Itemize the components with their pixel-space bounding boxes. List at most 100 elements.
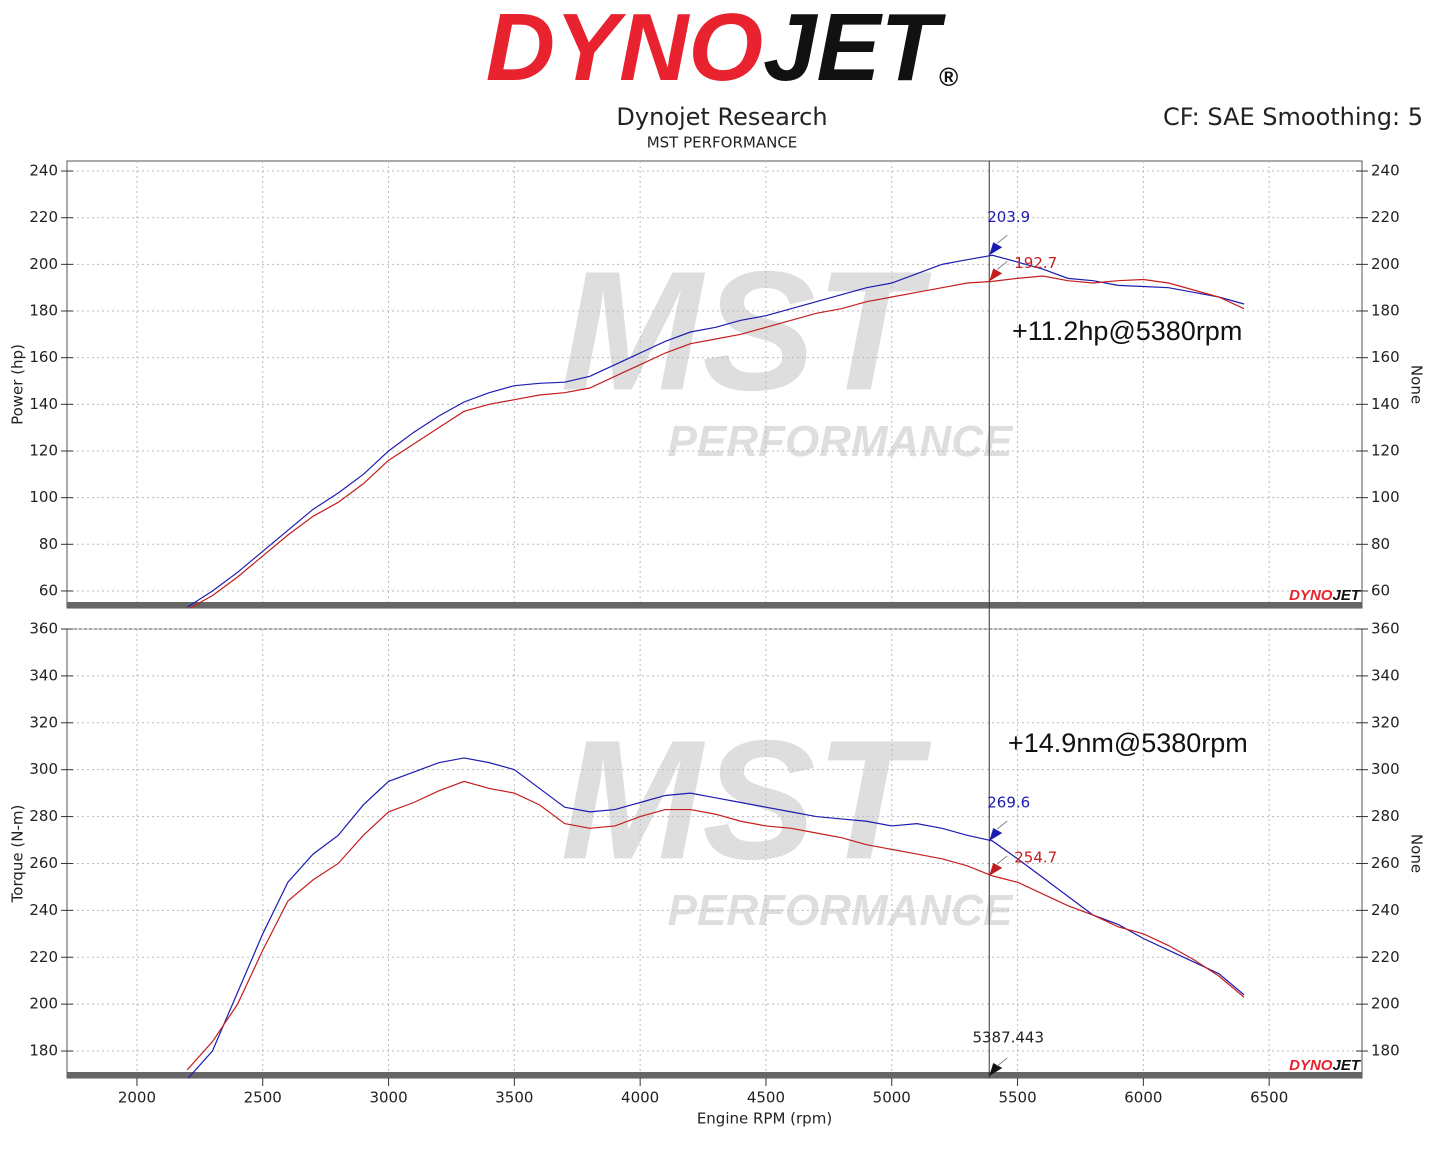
cursor-value-label: 254.7 <box>1014 848 1057 866</box>
series-line <box>186 780 1245 1071</box>
y-tick-label: 200 <box>29 255 58 273</box>
y-tick-label: 260 <box>29 854 58 872</box>
y2-tick-label: 140 <box>1371 395 1400 413</box>
y-tick-label: 160 <box>29 348 58 366</box>
series-line <box>188 275 1245 608</box>
y-tick-label: 240 <box>29 901 58 919</box>
settings: CF: SAE Smoothing: 5 <box>1163 103 1423 131</box>
axis-band <box>67 1072 1362 1078</box>
y2-axis-label: None <box>1408 834 1426 873</box>
y2-tick-label: 240 <box>1371 162 1400 180</box>
marker-leader <box>996 820 1008 830</box>
y-tick-label: 340 <box>29 666 58 684</box>
cursor-value-label: 192.7 <box>1014 254 1057 272</box>
mini-logo-black: JET <box>1332 587 1361 604</box>
y-tick-label: 300 <box>29 760 58 778</box>
plot-area <box>66 628 1363 1079</box>
logo-mark: ® <box>939 62 958 92</box>
x-tick-label: 2500 <box>244 1089 282 1107</box>
y2-tick-label: 280 <box>1371 807 1400 825</box>
y2-tick-label: 360 <box>1371 620 1400 638</box>
watermark-sub: PERFORMANCE <box>668 886 1014 935</box>
y2-tick-label: 100 <box>1371 488 1400 506</box>
cursor-label: 5387.443 <box>972 1029 1044 1047</box>
y-tick-label: 220 <box>29 208 58 226</box>
plot-area <box>66 160 1363 609</box>
cursor-value-label: 269.6 <box>987 793 1030 811</box>
mini-logo-red: DYNO <box>1289 587 1333 604</box>
mini-logo: DYNOJET <box>1289 587 1362 604</box>
y-tick-label: 180 <box>29 302 58 320</box>
y2-tick-label: 60 <box>1371 581 1390 599</box>
y-tick-label: 80 <box>39 535 58 553</box>
y2-tick-label: 220 <box>1371 948 1400 966</box>
y2-tick-label: 200 <box>1371 255 1400 273</box>
x-tick-label: 2000 <box>118 1089 156 1107</box>
cursor-value-label: 203.9 <box>987 208 1030 226</box>
y2-tick-label: 160 <box>1371 348 1400 366</box>
y-tick-label: 240 <box>29 162 58 180</box>
series-group <box>186 757 1245 1078</box>
logo-red: DYNO <box>486 0 763 101</box>
x-tick-label: 6500 <box>1250 1089 1288 1107</box>
chart-title: Dynojet Research <box>616 103 827 131</box>
cursor-marker <box>989 268 1003 282</box>
x-tick-label: 4500 <box>747 1089 785 1107</box>
x-tick-label: 3500 <box>495 1089 533 1107</box>
x-axis-label: Engine RPM (rpm) <box>697 1110 832 1128</box>
x-tick-label: 6000 <box>1124 1089 1162 1107</box>
y2-tick-label: 180 <box>1371 1042 1400 1060</box>
series-group <box>186 254 1245 608</box>
y-axis-label: Power (hp) <box>9 344 27 425</box>
y-tick-label: 180 <box>29 1042 58 1060</box>
mini-logo-red: DYNO <box>1289 1057 1333 1074</box>
y-tick-label: 280 <box>29 807 58 825</box>
y2-tick-label: 120 <box>1371 441 1400 459</box>
y-tick-label: 120 <box>29 441 58 459</box>
series-line <box>186 254 1245 608</box>
y2-tick-label: 220 <box>1371 208 1400 226</box>
x-tick-label: 5000 <box>873 1089 911 1107</box>
y2-tick-label: 240 <box>1371 901 1400 919</box>
logo: DYNOJET® <box>486 0 959 101</box>
cursor-leader <box>996 1057 1008 1067</box>
y-tick-label: 100 <box>29 488 58 506</box>
y2-axis-label: None <box>1408 365 1426 404</box>
chart-subtitle: MST PERFORMANCE <box>647 134 798 152</box>
cursor-arrow <box>989 1063 1003 1076</box>
y2-tick-label: 300 <box>1371 760 1400 778</box>
mini-logo-black: JET <box>1332 1057 1361 1074</box>
annotation: +11.2hp@5380rpm <box>1012 316 1242 346</box>
x-tick-label: 3000 <box>369 1089 407 1107</box>
y2-tick-label: 80 <box>1371 535 1390 553</box>
cursor-marker <box>989 827 1003 841</box>
mini-logo: DYNOJET <box>1289 1057 1362 1074</box>
y2-tick-label: 180 <box>1371 302 1400 320</box>
header: DYNOJET® Dynojet Research MST PERFORMANC… <box>486 0 1423 152</box>
watermark: MST <box>561 236 932 426</box>
y-axis-label: Torque (N-m) <box>9 805 27 904</box>
y-tick-label: 220 <box>29 948 58 966</box>
x-tick-label: 4000 <box>621 1089 659 1107</box>
cursor-marker <box>989 862 1003 876</box>
marker-leader <box>996 855 1008 865</box>
y2-tick-label: 320 <box>1371 713 1400 731</box>
y-tick-label: 360 <box>29 620 58 638</box>
y2-tick-label: 260 <box>1371 854 1400 872</box>
y-tick-label: 200 <box>29 995 58 1013</box>
y2-tick-label: 340 <box>1371 666 1400 684</box>
logo-black: JET <box>763 0 946 101</box>
cursor-marker <box>989 242 1003 256</box>
axis-band <box>67 602 1362 608</box>
x-tick-label: 5500 <box>998 1089 1036 1107</box>
y-tick-label: 60 <box>39 581 58 599</box>
y-tick-label: 320 <box>29 713 58 731</box>
annotation: +14.9nm@5380rpm <box>1008 728 1248 758</box>
y-tick-label: 140 <box>29 395 58 413</box>
y2-tick-label: 200 <box>1371 995 1400 1013</box>
marker-leader <box>996 234 1008 244</box>
watermark-sub: PERFORMANCE <box>668 417 1014 466</box>
marker-leader <box>996 260 1008 270</box>
watermark: MST <box>561 705 932 895</box>
